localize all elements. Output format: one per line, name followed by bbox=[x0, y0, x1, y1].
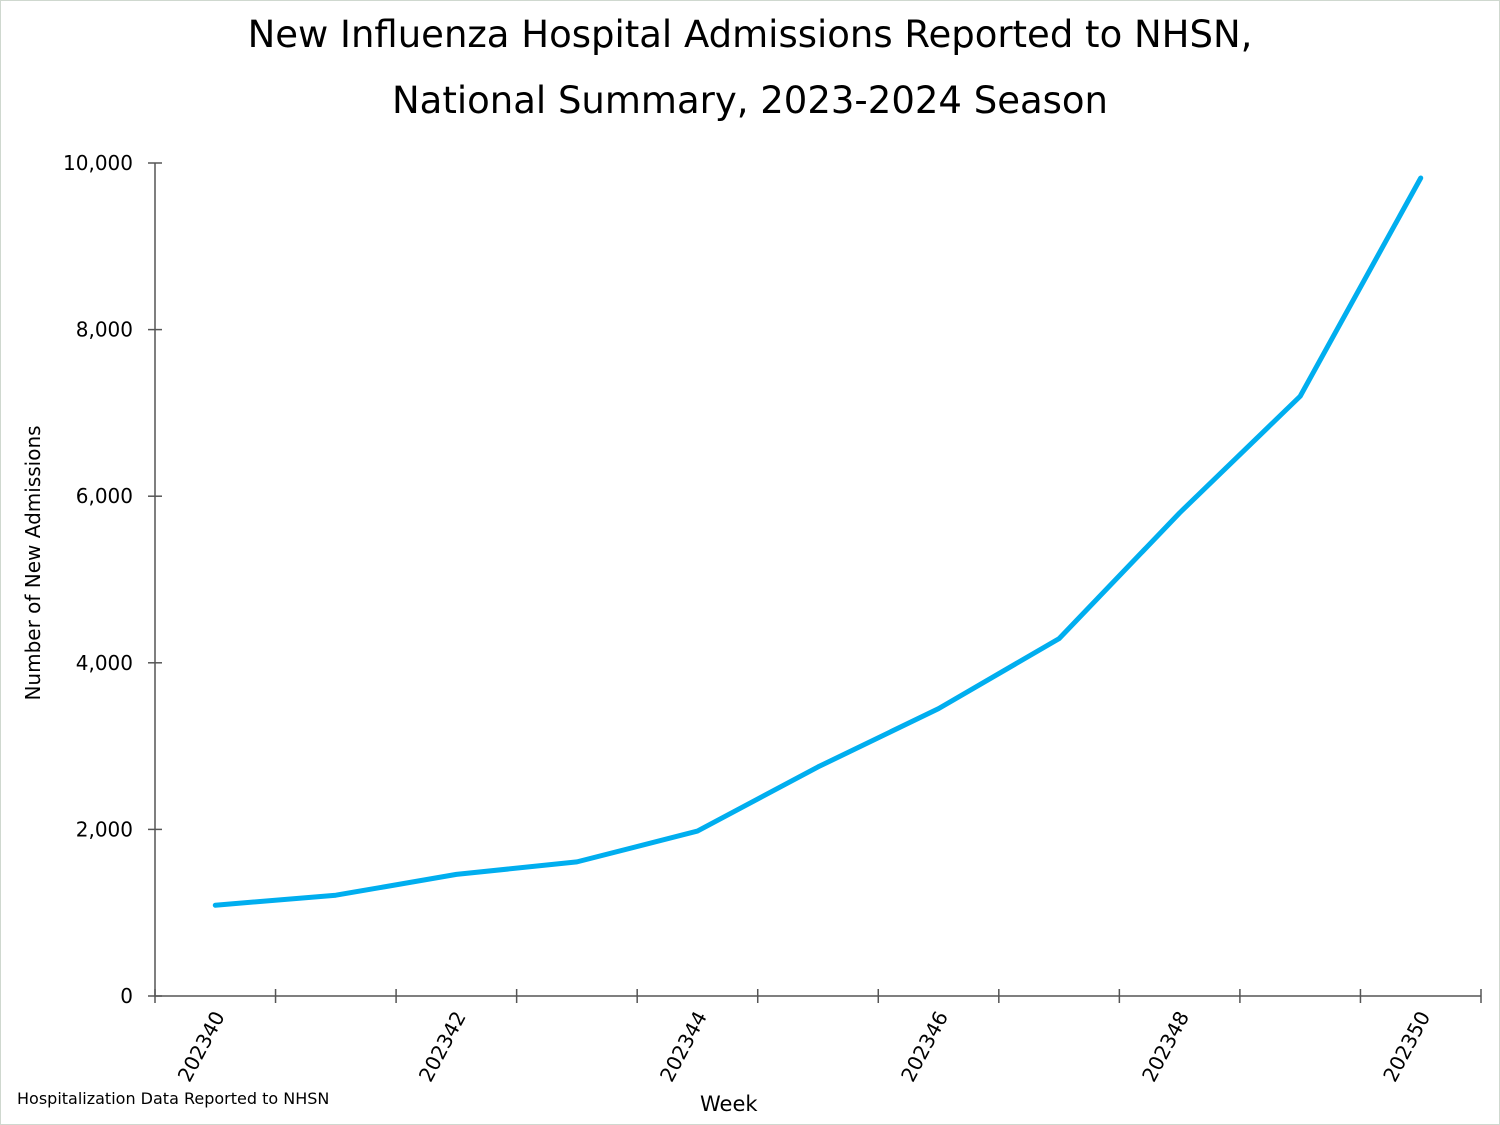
series-line bbox=[212, 175, 1424, 908]
title-line-2: National Summary, 2023-2024 Season bbox=[392, 79, 1108, 122]
y-tick-label: 4,000 bbox=[76, 651, 133, 675]
y-tick-label: 8,000 bbox=[76, 318, 133, 342]
footnote: Hospitalization Data Reported to NHSN bbox=[17, 1089, 330, 1108]
x-tick-label: 202346 bbox=[896, 1007, 953, 1086]
x-tick-label: 202340 bbox=[173, 1007, 230, 1086]
y-axis-label: Number of New Admissions bbox=[21, 425, 45, 700]
x-tick-label: 202342 bbox=[414, 1007, 471, 1086]
x-tick-label: 202348 bbox=[1137, 1007, 1194, 1086]
y-tick-label: 0 bbox=[120, 984, 133, 1008]
title-line-1: New Influenza Hospital Admissions Report… bbox=[247, 13, 1253, 56]
y-tick-label: 6,000 bbox=[76, 484, 133, 508]
y-tick-label: 2,000 bbox=[76, 817, 133, 841]
x-axis-label: Week bbox=[700, 1092, 758, 1116]
x-tick-label: 202344 bbox=[655, 1007, 712, 1086]
y-tick-label: 10,000 bbox=[63, 151, 133, 175]
x-tick-label: 202350 bbox=[1378, 1007, 1435, 1086]
chart-title: New Influenza Hospital Admissions Report… bbox=[0, 2, 1500, 134]
